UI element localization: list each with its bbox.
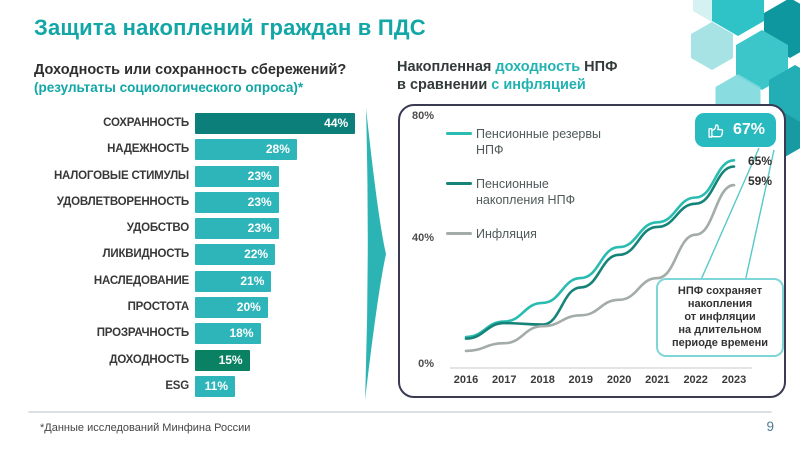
bar-row: НАДЕЖНОСТЬ 28% (34, 139, 364, 161)
end-label-accumulations: 65% (748, 154, 773, 168)
bar-value-label: 23% (247, 168, 272, 183)
legend-item-inflation: Инфляция (446, 226, 537, 242)
bar-row: НАЛОГОВЫЕ СТИМУЛЫ 23% (34, 165, 364, 187)
x-axis-label: 2022 (683, 374, 708, 386)
legend-swatch (446, 132, 472, 136)
bar-category-label: ПРОЗРАЧНОСТЬ (96, 327, 189, 340)
legend-swatch (446, 182, 472, 186)
title-text-accent: с инфляцией (491, 77, 586, 93)
bar: 23% (195, 165, 279, 187)
bar-value-label: 11% (204, 378, 228, 393)
line-series (464, 183, 736, 353)
bar-row: ПРОЗРАЧНОСТЬ 18% (34, 323, 364, 345)
bar-row: ЛИКВИДНОСТЬ 22% (34, 244, 364, 266)
title-text-accent: доходность (495, 59, 581, 75)
legend-item-accumulations: Пенсионные накопления НПФ (446, 176, 575, 209)
x-axis-label: 2016 (453, 374, 479, 386)
y-tick-40: 40% (411, 232, 434, 244)
bar-row: СОХРАННОСТЬ 44% (34, 113, 364, 134)
x-axis-label: 2020 (606, 374, 632, 386)
y-tick-0: 0% (418, 358, 434, 370)
bar-value-label: 15% (218, 352, 243, 367)
bar-value-label: 23% (247, 194, 272, 209)
bar: 20% (195, 297, 268, 319)
bar: 11% (195, 375, 235, 397)
callout-pointer-line (744, 149, 775, 283)
footnote: *Данные исследований Минфина России (40, 422, 251, 434)
bar-category-label: УДОБСТВО (126, 222, 189, 235)
bar: 18% (195, 323, 261, 345)
title-text: НПФ (580, 59, 618, 75)
bar-value-label: 22% (244, 247, 269, 262)
legend-label: Пенсионные накопления НПФ (476, 177, 576, 208)
bar-row: УДОБСТВО 23% (34, 218, 364, 240)
bar: 15% (195, 349, 250, 371)
bar-row: ПРОСТОТА 20% (34, 297, 364, 319)
line-series (464, 159, 736, 339)
bar-category-label: УДОВЛЕТВОРЕННОСТЬ (56, 195, 189, 208)
thumbs-up-icon (708, 123, 724, 138)
callout-bubble: НПФ сохраняет накопления от инфляции на … (656, 278, 784, 357)
badge-value: 67% (732, 121, 765, 138)
left-chart-title: Доходность или сохранность сбережений? (34, 62, 347, 78)
callout-pointer-line (699, 147, 760, 283)
bar-category-label: ЛИКВИДНОСТЬ (102, 248, 190, 261)
bar-row: УДОВЛЕТВОРЕННОСТЬ 23% (34, 191, 364, 213)
bar-category-label: ESG (165, 379, 189, 392)
title-text: Накопленная (397, 59, 496, 75)
bar-row: ESG 11% (34, 375, 364, 397)
x-axis-label: 2018 (530, 374, 555, 386)
bar: 44% (195, 113, 356, 134)
left-chart-subtitle: (результаты социологического опроса)* (34, 80, 304, 95)
line-series (464, 165, 736, 340)
series-group (464, 159, 736, 353)
bar-value-label: 20% (236, 300, 261, 315)
bar-category-label: ДОХОДНОСТЬ (109, 353, 189, 366)
bar: 21% (195, 270, 272, 292)
x-axis-label: 2017 (492, 374, 517, 386)
footer-divider (28, 411, 772, 413)
bar-value-label: 44% (324, 116, 349, 130)
bar-value-label: 18% (229, 326, 254, 341)
bar: 23% (195, 218, 279, 240)
bar-category-label: СОХРАННОСТЬ (103, 117, 189, 129)
bar-category-label: НАЛОГОВЫЕ СТИМУЛЫ (53, 169, 189, 182)
x-axis-label: 2019 (568, 374, 594, 386)
arrow-divider (365, 108, 386, 400)
legend-item-reserves: Пенсионные резервы НПФ (446, 126, 601, 159)
legend-label: Инфляция (476, 227, 537, 241)
end-label-inflation: 59% (748, 174, 773, 188)
title-text: в сравнении (397, 77, 492, 93)
bar-category-label: НАСЛЕДОВАНИЕ (93, 274, 189, 287)
page-title: Защита накоплений граждан в ПДС (34, 15, 426, 40)
bar-row: ДОХОДНОСТЬ 15% (34, 349, 364, 371)
bar-category-label: НАДЕЖНОСТЬ (107, 143, 189, 156)
right-chart-title: Накопленная доходность НПФ в сравнении с… (397, 58, 617, 94)
bar-category-label: ПРОСТОТА (127, 301, 190, 314)
bar-row: НАСЛЕДОВАНИЕ 21% (34, 270, 364, 292)
x-axis-label: 2021 (645, 374, 670, 386)
line-chart-box: 80% 40% 0% Пенсионные резервы НПФ Пенсио… (398, 104, 786, 398)
page-number: 9 (766, 419, 774, 434)
bar: 23% (195, 191, 279, 213)
legend-swatch (446, 232, 472, 236)
bar-chart: СОХРАННОСТЬ 44% НАДЕЖНОСТЬ 28% НАЛОГОВЫЕ СТИ… (34, 113, 364, 402)
y-tick-80: 80% (411, 110, 434, 122)
line-plot-svg (450, 147, 775, 369)
bar: 28% (195, 139, 297, 161)
thumbs-up-badge: 67% (694, 113, 776, 147)
bar: 22% (195, 244, 276, 266)
right-chart-title-line1: Накопленная доходность НПФ (397, 58, 617, 76)
x-axis-label: 2023 (721, 374, 747, 386)
bar-value-label: 23% (247, 221, 272, 236)
bar-value-label: 21% (240, 273, 265, 288)
right-chart-title-line2: в сравнении с инфляцией (397, 76, 617, 94)
legend-label: Пенсионные резервы НПФ (476, 127, 601, 158)
bar-value-label: 28% (265, 142, 290, 157)
